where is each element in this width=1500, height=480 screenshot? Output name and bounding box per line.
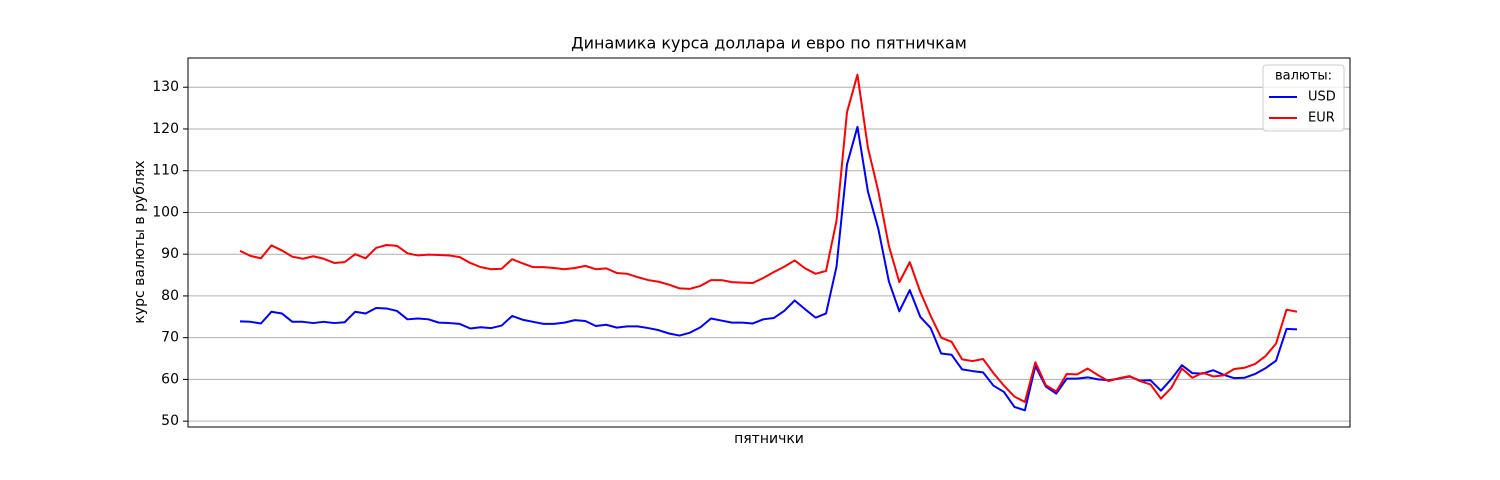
y-tick-label: 60 [161, 371, 179, 387]
legend-label: USD [1308, 90, 1336, 105]
legend-title: валюты: [1275, 69, 1332, 84]
y-tick-label: 100 [152, 204, 179, 220]
y-tick-label: 120 [152, 121, 179, 137]
legend-label: EUR [1308, 111, 1335, 126]
y-tick-label: 70 [161, 330, 179, 346]
y-axis-label: курс валюты в рублях [132, 160, 148, 323]
plot-frame [187, 57, 1351, 428]
chart-title: Динамика курса доллара и евро по пятничк… [571, 34, 967, 53]
y-tick-label: 80 [161, 288, 179, 304]
y-tick-label: 110 [152, 163, 179, 179]
y-tick-label: 90 [161, 246, 179, 262]
y-tick-label: 50 [161, 413, 179, 429]
x-axis-label: пятнички [734, 431, 804, 447]
series-line [239, 73, 1298, 403]
series-line [239, 125, 1298, 412]
legend-box [1262, 64, 1345, 132]
y-tick-label: 130 [152, 79, 179, 95]
